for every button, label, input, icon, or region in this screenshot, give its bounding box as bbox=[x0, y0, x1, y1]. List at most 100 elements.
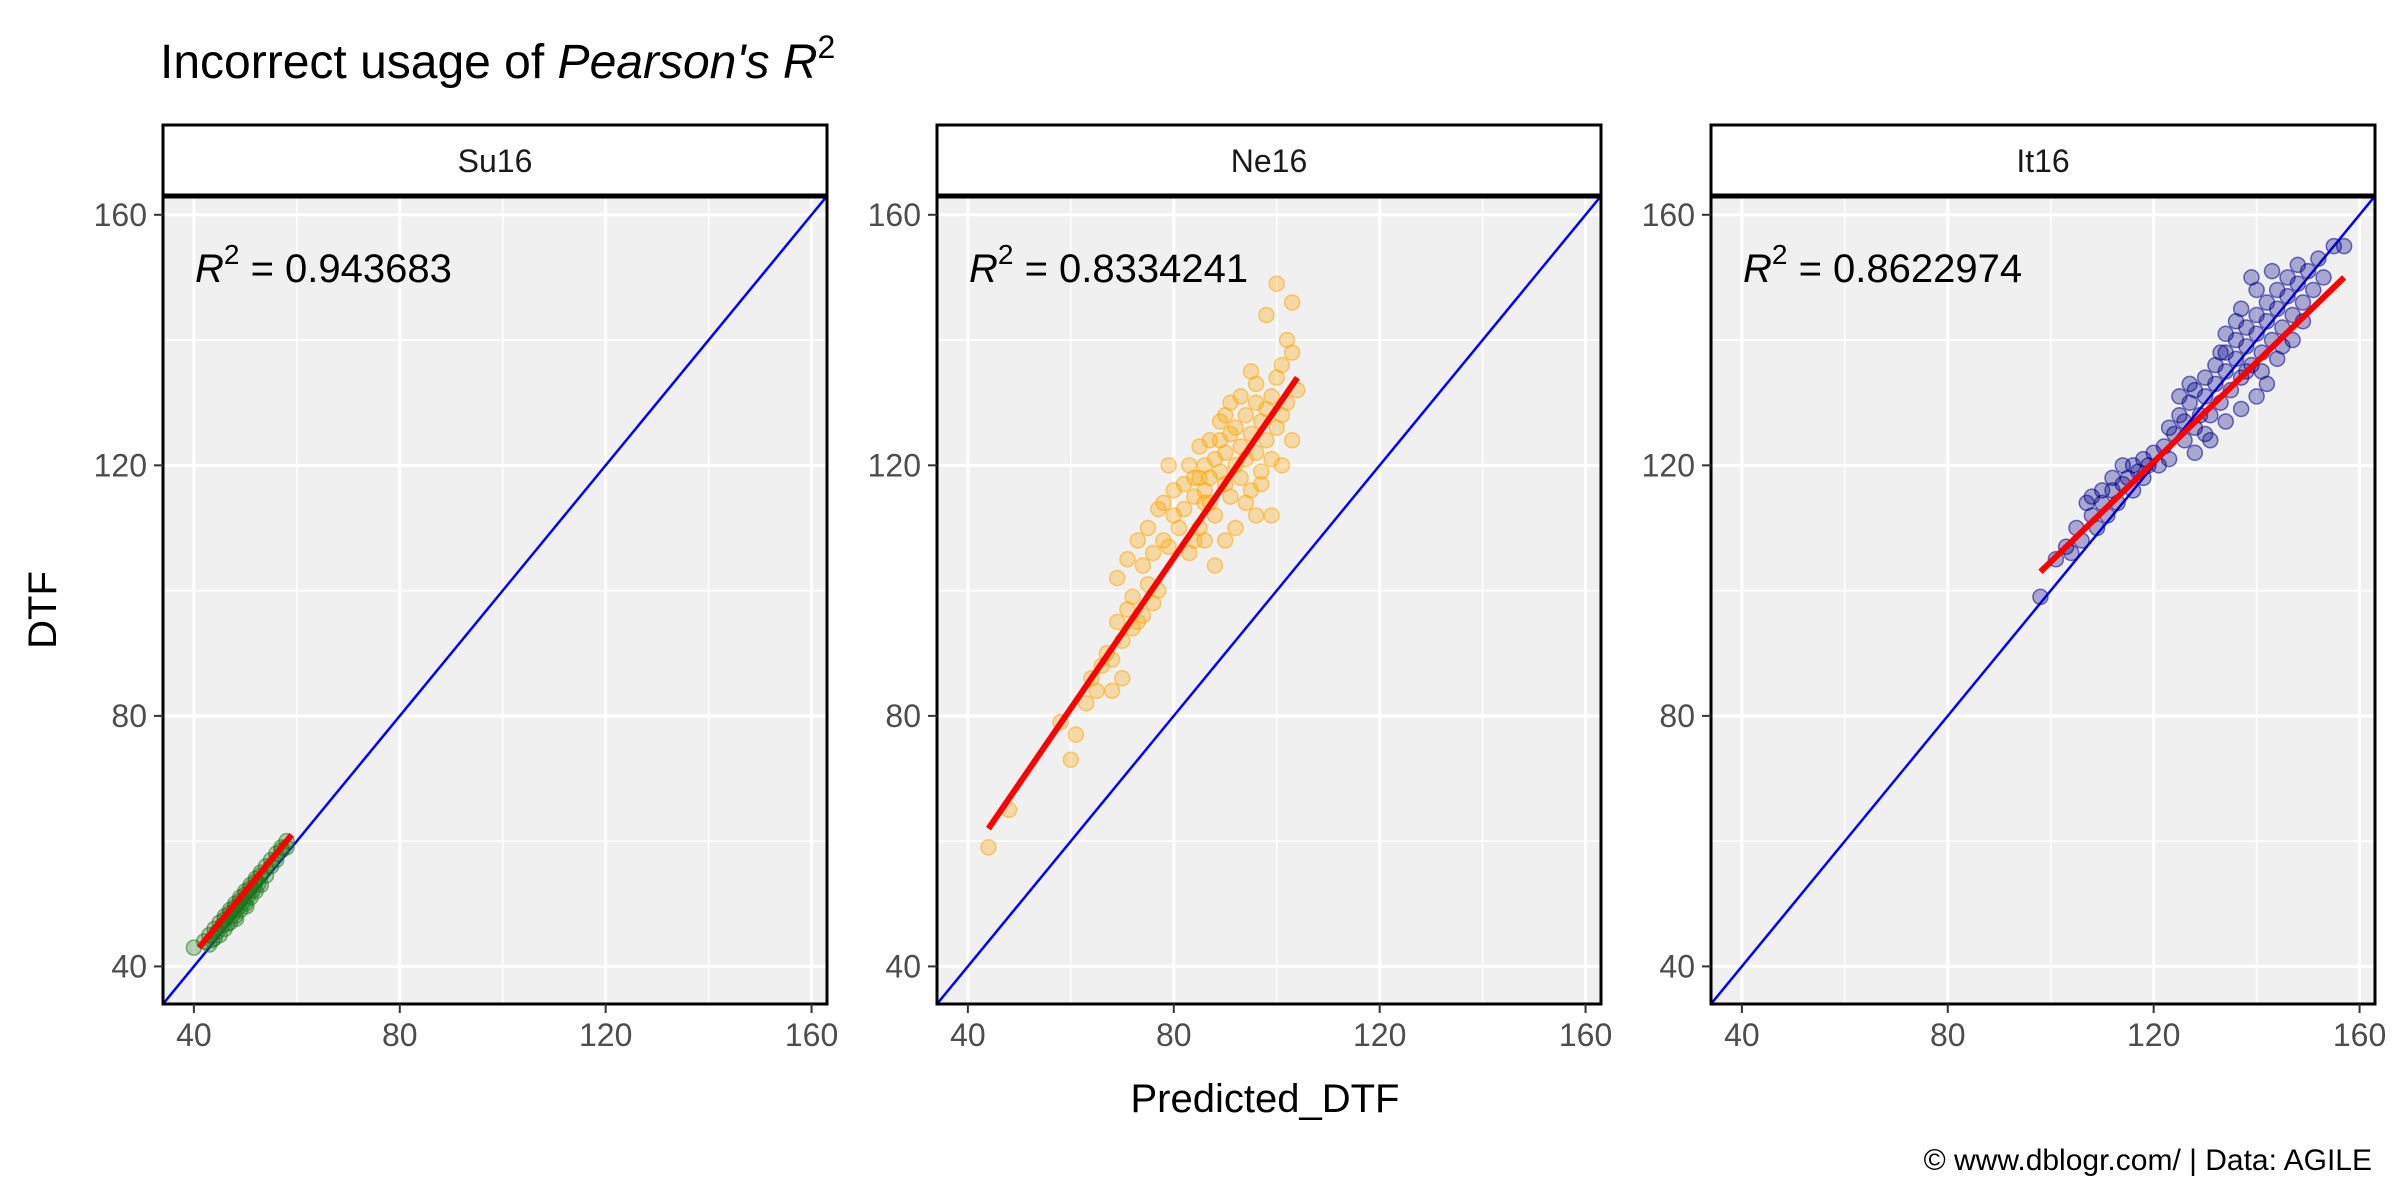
r-squared-superscript: 2 bbox=[998, 239, 1014, 270]
data-point bbox=[1237, 494, 1255, 512]
r-squared-symbol: R bbox=[195, 247, 224, 291]
x-tick-label: 120 bbox=[579, 1017, 632, 1053]
data-point bbox=[1088, 682, 1105, 700]
facet-panel-it16: It16 R2 = 0.8622974 40 80 120 160 40 80 120 160 bbox=[1642, 123, 2386, 1053]
y-tick-label: 40 bbox=[1659, 948, 1695, 984]
x-tick-label: 160 bbox=[1559, 1017, 1612, 1053]
y-tick-label: 120 bbox=[94, 447, 147, 483]
data-point bbox=[1144, 544, 1162, 562]
data-point bbox=[1206, 557, 1224, 574]
identity-line bbox=[163, 196, 827, 1004]
data-point bbox=[2217, 325, 2234, 343]
x-tick-label: 160 bbox=[785, 1017, 838, 1053]
data-point bbox=[1247, 507, 1265, 524]
y-tick-label: 80 bbox=[111, 698, 147, 734]
regression-line bbox=[196, 832, 294, 950]
data-point bbox=[1253, 463, 1270, 480]
data-point bbox=[2217, 363, 2234, 380]
data-point bbox=[1108, 569, 1126, 587]
data-point bbox=[2258, 313, 2276, 330]
data-point bbox=[2315, 269, 2332, 286]
data-point bbox=[2310, 250, 2327, 267]
data-point bbox=[2263, 262, 2281, 280]
y-tick-label: 160 bbox=[1642, 197, 1695, 233]
data-point bbox=[1273, 457, 1291, 474]
data-point bbox=[2294, 294, 2312, 311]
data-point bbox=[1227, 419, 1244, 437]
data-point bbox=[1196, 532, 1213, 549]
data-point bbox=[1232, 469, 1249, 487]
data-point bbox=[238, 898, 255, 915]
data-point bbox=[2232, 400, 2250, 418]
identity-line bbox=[1711, 196, 2375, 1004]
data-point bbox=[1134, 557, 1152, 574]
chart-title: Incorrect usage of Pearson's R2 bbox=[160, 29, 835, 89]
data-point bbox=[1283, 432, 1301, 449]
data-point bbox=[1258, 432, 1275, 449]
data-point bbox=[227, 910, 245, 928]
data-point bbox=[1139, 519, 1157, 537]
data-point bbox=[1103, 682, 1121, 700]
data-point bbox=[1216, 532, 1234, 549]
data-point bbox=[2212, 344, 2229, 361]
y-tick-label: 40 bbox=[885, 948, 921, 984]
data-point bbox=[1216, 444, 1234, 462]
facet-panel-su16: Su16 R2 = 0.943683 40 80 120 160 40 80 120 160 bbox=[94, 123, 838, 1053]
r-squared-value: = 0.8334241 bbox=[1013, 247, 1248, 291]
y-tick-label: 120 bbox=[1642, 447, 1695, 483]
regression-line bbox=[985, 375, 1300, 831]
data-point bbox=[1222, 488, 1239, 505]
data-point bbox=[2279, 287, 2296, 305]
r-squared-value: = 0.8622974 bbox=[1787, 247, 2022, 291]
r-squared-annotation: R2 = 0.8622974 bbox=[1743, 239, 2022, 291]
data-point bbox=[2196, 425, 2214, 443]
data-point bbox=[1247, 375, 1265, 393]
data-point bbox=[1273, 356, 1291, 374]
strip-label: Su16 bbox=[458, 143, 533, 179]
x-tick-label: 120 bbox=[1353, 1017, 1406, 1053]
data-point bbox=[1150, 500, 1167, 518]
data-point bbox=[1170, 519, 1188, 537]
y-tick-label: 80 bbox=[885, 698, 921, 734]
data-point bbox=[1263, 507, 1280, 524]
data-point bbox=[2248, 388, 2265, 405]
data-point bbox=[1227, 519, 1244, 537]
data-point bbox=[1206, 507, 1224, 524]
data-point bbox=[1067, 726, 1085, 743]
data-point bbox=[2335, 237, 2353, 255]
data-point bbox=[2299, 262, 2317, 280]
data-point bbox=[2253, 363, 2271, 380]
data-point bbox=[1283, 294, 1301, 311]
x-axis-title: Predicted_DTF bbox=[1131, 1077, 1400, 1121]
data-point bbox=[1129, 532, 1146, 549]
data-point bbox=[2196, 388, 2214, 405]
x-tick-label: 40 bbox=[950, 1017, 986, 1053]
data-point bbox=[1216, 406, 1234, 424]
x-tick-label: 80 bbox=[382, 1017, 418, 1053]
r-squared-annotation: R2 = 0.943683 bbox=[195, 239, 452, 291]
data-point bbox=[1232, 388, 1249, 405]
identity-line bbox=[937, 196, 1601, 1004]
panel-data-layer bbox=[937, 196, 1601, 1004]
data-point bbox=[1114, 670, 1131, 687]
r-squared-superscript: 2 bbox=[224, 239, 240, 270]
r-squared-symbol: R bbox=[969, 247, 998, 291]
data-point bbox=[2243, 269, 2260, 286]
y-tick-label: 80 bbox=[1659, 698, 1695, 734]
data-point bbox=[1191, 438, 1208, 455]
strip-label: It16 bbox=[2016, 143, 2069, 179]
data-point bbox=[1124, 588, 1141, 606]
data-point bbox=[2248, 325, 2265, 343]
data-point bbox=[1078, 695, 1095, 712]
data-point bbox=[2217, 413, 2234, 430]
r-squared-symbol: R bbox=[1743, 247, 1772, 291]
caption: © www.dblogr.com/ | Data: AGILE bbox=[1924, 1144, 2372, 1177]
x-tick-label: 40 bbox=[176, 1017, 212, 1053]
data-point bbox=[2238, 338, 2255, 355]
y-tick-label: 120 bbox=[868, 447, 921, 483]
data-point bbox=[1175, 500, 1193, 518]
y-tick-label: 40 bbox=[111, 948, 147, 984]
r-squared-annotation: R2 = 0.8334241 bbox=[969, 239, 1248, 291]
